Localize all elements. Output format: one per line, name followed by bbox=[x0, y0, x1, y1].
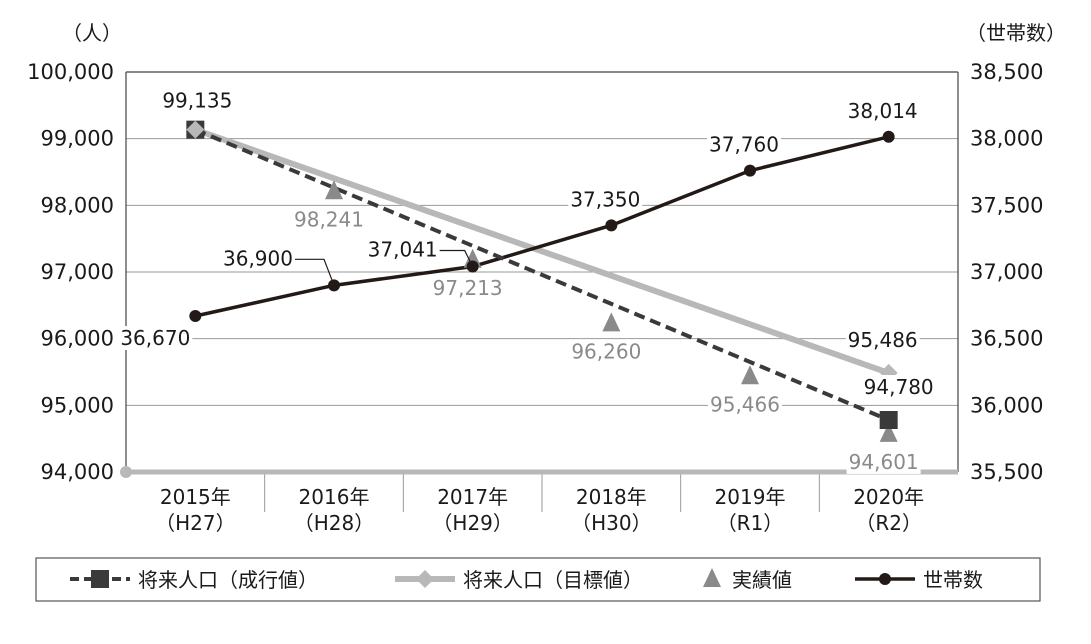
series-marker-households bbox=[605, 219, 618, 232]
right-tick-label: 38,500 bbox=[970, 60, 1043, 84]
data-label-background bbox=[845, 98, 920, 123]
data-label-background bbox=[160, 88, 235, 113]
x-tick-label-year: 2018年 bbox=[576, 485, 647, 509]
left-tick-label: 98,000 bbox=[41, 193, 114, 217]
x-tick-label-year: 2015年 bbox=[160, 485, 231, 509]
data-label-background bbox=[861, 375, 936, 399]
data-label-forecast: 94,780 bbox=[864, 375, 934, 399]
leader-line bbox=[439, 249, 474, 267]
x-tick-label-year: 2020年 bbox=[853, 485, 924, 509]
data-label-households: 37,760 bbox=[709, 133, 779, 157]
legend-label: 世帯数 bbox=[923, 568, 983, 592]
left-tick-label: 95,000 bbox=[41, 393, 114, 417]
data-label-background bbox=[708, 392, 782, 417]
series-line-forecast bbox=[194, 127, 890, 422]
data-label-households: 37,041 bbox=[368, 238, 438, 262]
data-label-background bbox=[365, 237, 440, 262]
data-label-background bbox=[221, 246, 295, 271]
axis-layer: （人） （世帯数） 94,000 95,000 96,000 97,000 98,000… bbox=[27, 21, 1066, 535]
data-label-actual: 95,466 bbox=[710, 392, 780, 416]
right-tick-label: 36,500 bbox=[970, 327, 1043, 351]
legend-marker-diamond bbox=[416, 570, 434, 588]
right-tick-label: 37,000 bbox=[970, 260, 1043, 284]
left-tick-label: 94,000 bbox=[41, 460, 114, 484]
x-tick-label-era: （H30） bbox=[571, 511, 652, 535]
series-marker-actual bbox=[602, 312, 621, 332]
label-layer: 99,135 94,780 95,486 98,241 97,213 96,260 95,4… bbox=[118, 88, 936, 474]
data-label-background bbox=[118, 326, 193, 350]
data-label-actual: 97,213 bbox=[433, 276, 503, 300]
left-tick-label: 100,000 bbox=[27, 60, 114, 84]
series-marker-households bbox=[744, 164, 756, 177]
x-tick-label-year: 2016年 bbox=[299, 485, 370, 509]
legend-marker-square bbox=[91, 570, 109, 588]
leader-line bbox=[295, 258, 335, 286]
x-tick-label-year: 2017年 bbox=[437, 485, 508, 509]
left-tick-label: 99,000 bbox=[41, 127, 114, 151]
data-label-background bbox=[845, 327, 920, 352]
right-tick-label: 38,000 bbox=[970, 127, 1043, 151]
x-tick-label-era: （R1） bbox=[717, 511, 784, 535]
data-label-actual: 98,241 bbox=[294, 207, 364, 231]
x-tick-label-year: 2019年 bbox=[715, 485, 786, 509]
data-label-background bbox=[846, 449, 921, 474]
data-label-background bbox=[568, 187, 643, 212]
x-tick-label-era: （H27） bbox=[155, 511, 236, 535]
left-axis-unit: （人） bbox=[62, 21, 122, 45]
data-label-background bbox=[430, 275, 505, 300]
data-label-background bbox=[569, 339, 644, 364]
left-tick-label: 97,000 bbox=[41, 260, 114, 284]
series-layer bbox=[120, 120, 958, 478]
legend-label: 将来人口（成行値） bbox=[138, 568, 318, 592]
series-marker-forecast bbox=[879, 411, 898, 429]
legend-box bbox=[35, 557, 1041, 602]
data-label-background bbox=[292, 207, 366, 232]
data-label-households: 37,350 bbox=[570, 187, 640, 211]
right-tick-label: 36,000 bbox=[970, 393, 1043, 417]
legend-marker-triangle bbox=[703, 568, 721, 587]
series-line-target bbox=[194, 126, 890, 376]
legend-marker-circle bbox=[879, 573, 891, 585]
legend-label: 将来人口（目標値） bbox=[463, 568, 643, 592]
data-label-households: 36,900 bbox=[223, 246, 293, 270]
data-label-households: 38,014 bbox=[848, 99, 918, 123]
right-tick-label: 37,500 bbox=[970, 193, 1043, 217]
left-tick-label: 96,000 bbox=[41, 327, 114, 351]
legend-label: 実績値 bbox=[732, 568, 792, 592]
series-marker-actual bbox=[879, 422, 898, 442]
series-marker-actual bbox=[741, 365, 759, 385]
data-label-target: 95,486 bbox=[848, 328, 918, 352]
data-label-actual: 96,260 bbox=[571, 339, 641, 363]
right-tick-label: 35,500 bbox=[970, 460, 1043, 484]
data-label-households: 36,670 bbox=[120, 326, 190, 350]
series-marker-actual bbox=[325, 180, 343, 200]
series-marker-households bbox=[882, 130, 895, 143]
x-axis-baseline-dot bbox=[120, 466, 132, 478]
x-tick-label-era: （H29） bbox=[432, 511, 513, 535]
series-line-households bbox=[194, 135, 890, 318]
data-label-background bbox=[707, 132, 781, 157]
legend: 将来人口（成行値） 将来人口（目標値） 実績値 世帯数 bbox=[35, 557, 1041, 602]
series-marker-target bbox=[186, 120, 205, 139]
x-tick-label-era: （R2） bbox=[855, 511, 922, 535]
x-tick-label-era: （H28） bbox=[294, 511, 375, 535]
data-label-forecast: 99,135 bbox=[162, 89, 232, 113]
data-label-actual: 94,601 bbox=[849, 450, 919, 474]
right-axis-unit: （世帯数） bbox=[966, 21, 1066, 45]
series-marker-households bbox=[189, 310, 202, 322]
